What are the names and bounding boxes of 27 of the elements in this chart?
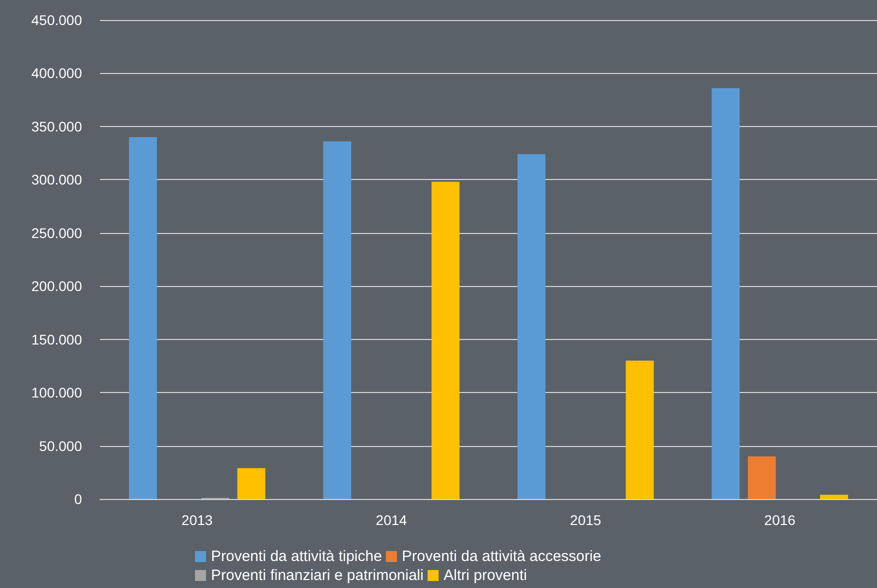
legend-label: Altri proventi — [444, 567, 527, 584]
bar — [517, 154, 546, 499]
bar — [820, 494, 848, 499]
legend-label: Proventi da attività accessorie — [402, 548, 602, 565]
y-tick-label: 450.000 — [31, 12, 82, 28]
x-tick-label: 2016 — [764, 512, 796, 528]
x-tick-label: 2013 — [182, 512, 213, 528]
legend-label: Proventi da attività tipiche — [211, 548, 382, 565]
x-tick-label: 2015 — [570, 512, 602, 528]
y-tick-label: 200.000 — [31, 278, 82, 294]
bar — [712, 88, 740, 499]
bar — [748, 456, 776, 499]
y-tick-label: 350.000 — [31, 118, 82, 134]
y-tick-label: 0 — [74, 491, 82, 507]
x-tick-label: 2014 — [376, 512, 408, 528]
y-tick-label: 150.000 — [31, 331, 82, 348]
y-tick-label: 100.000 — [31, 384, 82, 401]
y-tick-label: 250.000 — [31, 224, 82, 241]
bar — [237, 468, 266, 499]
y-tick-label: 50.000 — [39, 438, 82, 454]
y-tick-label: 300.000 — [31, 172, 82, 188]
y-tick-label: 400.000 — [31, 65, 82, 82]
bar — [323, 141, 352, 499]
legend-label: Proventi finanziari e patrimoniali — [211, 567, 424, 584]
bar — [432, 182, 460, 499]
bar — [626, 360, 654, 499]
bar — [128, 137, 157, 499]
